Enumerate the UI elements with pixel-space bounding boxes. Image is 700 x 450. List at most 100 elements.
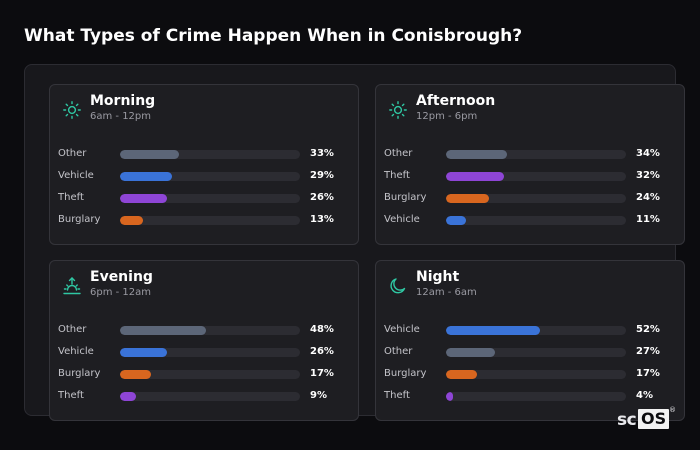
sunset-icon — [62, 276, 82, 296]
bar-track — [120, 348, 300, 357]
sun-icon — [388, 100, 408, 120]
bar-track — [120, 172, 300, 181]
bar-label: Vehicle — [384, 324, 420, 335]
card-night: Night 12am - 6am Vehicle 52% Other 27% Burglar… — [375, 260, 685, 421]
bar-label: Theft — [58, 390, 84, 401]
bar-row: Burglary 17% — [50, 364, 358, 386]
bar-row: Theft 26% — [50, 188, 358, 210]
bar-track — [446, 150, 626, 159]
bar-label: Theft — [384, 170, 410, 181]
card-subtitle: 12pm - 6pm — [416, 111, 478, 122]
scos-logo: sc OS ® — [617, 406, 677, 432]
bar-value: 24% — [636, 192, 660, 203]
bar-value: 17% — [636, 368, 660, 379]
bar-row: Other 34% — [376, 144, 684, 166]
bar-track — [446, 348, 626, 357]
card-title: Night — [416, 269, 460, 285]
bar-fill — [120, 172, 173, 181]
bar-value: 11% — [636, 214, 660, 225]
bar-track — [446, 172, 626, 181]
bar-fill — [120, 216, 144, 225]
bar-label: Burglary — [384, 192, 427, 203]
bar-fill — [446, 370, 477, 379]
bar-value: 26% — [310, 346, 334, 357]
bar-track — [446, 326, 626, 335]
bar-row: Burglary 17% — [376, 364, 684, 386]
bar-row: Theft 4% — [376, 386, 684, 408]
sun-icon — [62, 100, 82, 120]
card-morning: Morning 6am - 12pm Other 33% Vehicle 29% Theft… — [49, 84, 359, 245]
bar-label: Other — [58, 324, 87, 335]
bar-value: 4% — [636, 390, 653, 401]
bar-track — [120, 150, 300, 159]
bar-fill — [120, 150, 180, 159]
bar-fill — [446, 194, 490, 203]
moon-icon — [388, 276, 408, 296]
card-evening: Evening 6pm - 12am Other 48% Vehicle 26% Burgl… — [49, 260, 359, 421]
bar-value: 26% — [310, 192, 334, 203]
logo-boxed-text: OS — [638, 409, 670, 429]
bar-fill — [120, 326, 207, 335]
bar-value: 34% — [636, 148, 660, 159]
logo-prefix: sc — [617, 410, 637, 430]
bar-row: Burglary 13% — [50, 210, 358, 232]
logo-registered-mark: ® — [669, 406, 676, 414]
bar-row: Other 48% — [50, 320, 358, 342]
bar-fill — [120, 194, 167, 203]
bar-value: 29% — [310, 170, 334, 181]
bar-label: Vehicle — [384, 214, 420, 225]
bar-track — [120, 370, 300, 379]
bar-fill — [446, 150, 508, 159]
bar-fill — [120, 370, 151, 379]
bar-row: Vehicle 26% — [50, 342, 358, 364]
card-title: Evening — [90, 269, 153, 285]
bar-label: Other — [384, 148, 413, 159]
bar-fill — [446, 216, 466, 225]
bar-track — [120, 326, 300, 335]
bar-fill — [120, 348, 167, 357]
card-afternoon: Afternoon 12pm - 6pm Other 34% Theft 32% Burgl… — [375, 84, 685, 245]
bar-fill — [446, 348, 495, 357]
bar-row: Vehicle 29% — [50, 166, 358, 188]
card-subtitle: 12am - 6am — [416, 287, 477, 298]
bar-fill — [446, 392, 454, 401]
card-subtitle: 6pm - 12am — [90, 287, 152, 298]
bar-label: Vehicle — [58, 170, 94, 181]
bar-row: Theft 9% — [50, 386, 358, 408]
bar-label: Theft — [384, 390, 410, 401]
bar-fill — [120, 392, 137, 401]
bar-value: 52% — [636, 324, 660, 335]
bar-row: Other 33% — [50, 144, 358, 166]
bar-value: 27% — [636, 346, 660, 357]
bar-row: Burglary 24% — [376, 188, 684, 210]
bar-track — [120, 216, 300, 225]
bar-label: Vehicle — [58, 346, 94, 357]
bar-track — [120, 392, 300, 401]
card-title: Morning — [90, 93, 156, 109]
bar-label: Burglary — [58, 214, 101, 225]
page-title: What Types of Crime Happen When in Conis… — [24, 26, 523, 46]
bar-fill — [446, 326, 540, 335]
bar-value: 48% — [310, 324, 334, 335]
bar-track — [446, 216, 626, 225]
bar-value: 13% — [310, 214, 334, 225]
card-title: Afternoon — [416, 93, 496, 109]
bar-value: 17% — [310, 368, 334, 379]
bar-label: Other — [58, 148, 87, 159]
bar-value: 9% — [310, 390, 327, 401]
bar-label: Burglary — [384, 368, 427, 379]
bar-value: 32% — [636, 170, 660, 181]
card-subtitle: 6am - 12pm — [90, 111, 152, 122]
bar-row: Other 27% — [376, 342, 684, 364]
bar-track — [446, 370, 626, 379]
bar-fill — [446, 172, 504, 181]
bar-track — [120, 194, 300, 203]
bar-row: Vehicle 52% — [376, 320, 684, 342]
bar-row: Theft 32% — [376, 166, 684, 188]
bar-label: Theft — [58, 192, 84, 203]
bar-track — [446, 392, 626, 401]
bar-track — [446, 194, 626, 203]
bar-label: Burglary — [58, 368, 101, 379]
bar-value: 33% — [310, 148, 334, 159]
bar-row: Vehicle 11% — [376, 210, 684, 232]
